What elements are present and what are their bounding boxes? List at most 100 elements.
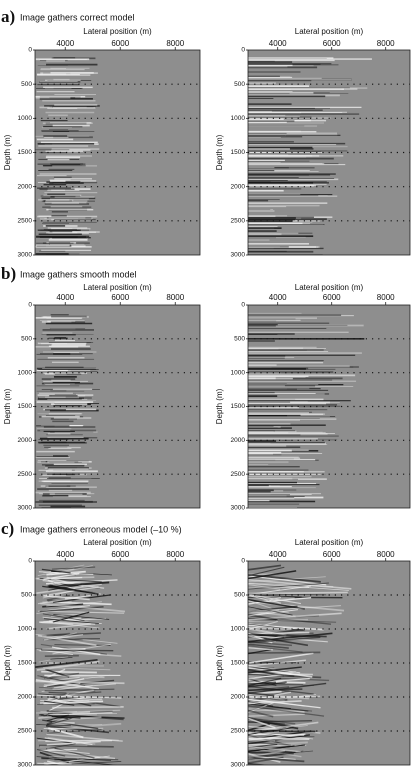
panel-label: a)	[1, 7, 15, 26]
reflector	[46, 725, 110, 734]
reflector	[248, 610, 296, 618]
reflector	[52, 697, 99, 701]
reflector	[248, 717, 276, 729]
x-tick-label: 8000	[166, 293, 184, 302]
reflector	[248, 729, 316, 733]
y-tick-label: 0	[241, 558, 245, 565]
reflector	[39, 606, 104, 613]
reflector	[36, 737, 73, 744]
reflector	[54, 644, 111, 646]
reflector	[248, 677, 310, 684]
y-tick-label: 1000	[18, 115, 33, 122]
reflector	[248, 612, 342, 621]
reflector	[248, 762, 270, 765]
reflector	[50, 657, 73, 660]
y-tick-label: 1000	[231, 115, 246, 122]
reflector	[46, 717, 72, 726]
reflector	[49, 584, 99, 595]
y-tick-label: 3000	[231, 505, 246, 512]
x-tick-label: 6000	[111, 293, 129, 302]
reflector	[50, 696, 92, 707]
reflector	[52, 691, 102, 696]
reflector	[43, 700, 104, 705]
y-tick-label: 1000	[231, 626, 246, 633]
y-tick-label: 2000	[18, 183, 33, 190]
reflector	[248, 599, 272, 609]
reflector	[248, 648, 272, 655]
reflector	[248, 605, 341, 612]
y-axis-label: Depth (m)	[3, 388, 12, 424]
reflector	[248, 746, 285, 755]
x-tick-label: 6000	[111, 550, 129, 559]
reflector	[248, 737, 276, 742]
reflector	[46, 710, 73, 715]
reflector	[248, 667, 275, 671]
x-tick-label: 4000	[56, 550, 74, 559]
reflector	[248, 583, 349, 591]
y-tick-label: 1500	[231, 660, 246, 667]
reflector	[35, 679, 100, 690]
y-tick-label: 2000	[231, 437, 246, 444]
y-tick-label: 500	[234, 336, 245, 343]
x-tick-label: 4000	[269, 550, 287, 559]
reflector	[45, 739, 113, 742]
y-tick-label: 1500	[18, 403, 33, 410]
reflector	[50, 693, 69, 703]
reflector	[248, 703, 309, 712]
reflector	[37, 634, 97, 647]
reflector	[248, 645, 303, 653]
y-tick-label: 0	[241, 302, 245, 309]
reflector	[248, 582, 334, 588]
reflector	[48, 727, 84, 739]
reflector	[248, 756, 305, 763]
x-tick-label: 8000	[166, 550, 184, 559]
reflector	[43, 633, 84, 641]
reflector	[248, 595, 295, 599]
reflector	[248, 609, 280, 617]
reflector	[39, 714, 125, 719]
y-tick-label: 0	[28, 47, 32, 54]
reflector	[46, 632, 70, 637]
reflector	[248, 636, 321, 644]
y-tick-label: 2500	[231, 471, 246, 478]
y-tick-label: 500	[21, 336, 32, 343]
y-tick-label: 1000	[18, 626, 33, 633]
reflector	[39, 577, 102, 583]
reflector	[44, 688, 115, 692]
reflector	[45, 743, 76, 750]
reflector	[38, 686, 96, 692]
y-tick-label: 2500	[18, 728, 33, 735]
reflector	[248, 695, 270, 699]
reflector	[248, 664, 301, 674]
y-tick-label: 1000	[18, 369, 33, 376]
reflector	[248, 628, 273, 634]
reflector	[248, 731, 314, 740]
reflector	[248, 708, 305, 713]
reflector	[42, 613, 85, 621]
reflector	[45, 586, 99, 596]
reflector	[248, 609, 298, 617]
y-tick-label: 2000	[231, 183, 246, 190]
reflector	[248, 700, 274, 707]
x-tick-label: 6000	[323, 550, 341, 559]
y-tick-label: 0	[28, 558, 32, 565]
x-tick-label: 4000	[269, 39, 287, 48]
x-axis-label: Lateral position (m)	[295, 27, 364, 36]
y-tick-label: 3000	[18, 505, 33, 512]
reflector	[248, 618, 309, 623]
reflector	[52, 711, 78, 714]
reflector	[248, 709, 274, 718]
reflector	[46, 679, 115, 688]
reflector	[46, 714, 69, 720]
reflector	[46, 740, 101, 746]
reflector	[248, 652, 314, 664]
seismic-image	[35, 57, 100, 255]
y-tick-label: 2000	[18, 437, 33, 444]
reflector	[248, 619, 337, 623]
reflector	[248, 684, 304, 687]
reflector	[44, 668, 66, 680]
panel-title: Image gathers smooth model	[20, 269, 137, 279]
reflector	[248, 755, 296, 760]
